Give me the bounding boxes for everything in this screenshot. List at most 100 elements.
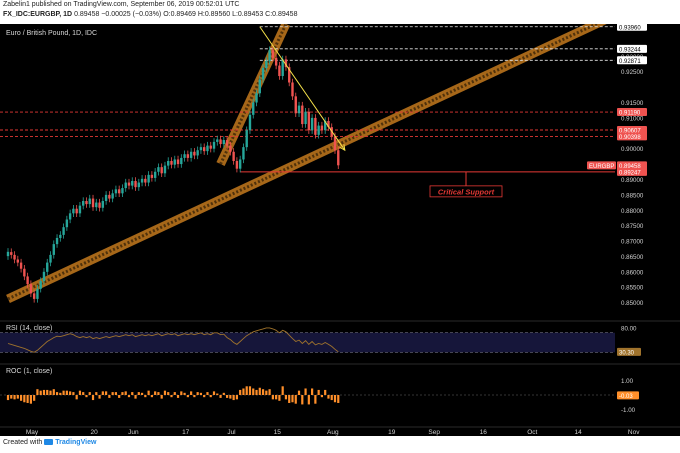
roc-bar — [235, 395, 238, 400]
roc-bar — [216, 393, 219, 395]
footer-created-with: Created with — [3, 439, 43, 446]
candle-body — [144, 178, 147, 183]
roc-bar — [327, 395, 330, 399]
candle-body — [153, 171, 157, 178]
roc-bar — [131, 392, 134, 395]
price-label-tag — [617, 125, 647, 134]
candle-body — [23, 268, 26, 277]
candle-body — [183, 154, 186, 158]
roc-bar — [219, 395, 222, 398]
roc-bar — [29, 395, 32, 404]
candle-body — [294, 96, 297, 114]
price-tick-label: 0.85000 — [621, 300, 644, 307]
trend-channel-hatch — [219, 24, 288, 165]
price-tick-label: 0.91500 — [621, 100, 644, 107]
price-pane[interactable]: Euro / British Pound, 1D, IDC 0.85000 0.85… — [0, 24, 662, 307]
chart-canvas[interactable]: Euro / British Pound, 1D, IDC 0.85000 0.85… — [0, 24, 680, 436]
candle-body — [98, 202, 101, 208]
time-tick-label: Jun — [128, 429, 139, 436]
time-tick-label: May — [26, 429, 39, 436]
candle-body — [147, 174, 150, 183]
time-axis[interactable]: May 20 Jun 17 Jul 15 Aug 19 Sep 16 Oct 14 Nov — [0, 426, 680, 436]
candle-body — [261, 68, 265, 80]
roc-bar — [212, 391, 216, 395]
candle-body — [323, 120, 327, 131]
price-label-tag — [617, 44, 647, 53]
price-label-tag — [617, 167, 647, 176]
candle-body — [268, 50, 271, 61]
roc-bar — [239, 389, 242, 395]
roc-bar — [294, 395, 297, 404]
rsi-line — [7, 327, 339, 353]
roc-bar — [265, 390, 268, 395]
time-tick-label: Sep — [428, 429, 440, 436]
candle-body — [225, 140, 229, 146]
candle-body — [16, 259, 20, 263]
roc-bar — [6, 395, 10, 401]
candle-body — [284, 59, 288, 68]
critical-support-label: Critical Support — [438, 187, 495, 196]
candle-body — [88, 198, 91, 205]
roc-bar — [314, 395, 317, 404]
candle-body — [52, 244, 55, 255]
candle-body — [167, 160, 170, 166]
candle-body — [62, 227, 65, 235]
roc-bar — [278, 395, 281, 401]
roc-bar — [320, 395, 324, 398]
roc-bar — [193, 395, 196, 398]
roc-bar — [225, 395, 229, 398]
time-tick-label: Aug — [327, 429, 339, 436]
time-tick-label: Oct — [527, 429, 537, 436]
price-label-tag — [617, 132, 647, 141]
price-label-tag — [617, 161, 647, 170]
price-pane-title: Euro / British Pound, 1D, IDC — [6, 30, 97, 37]
roc-bar — [23, 395, 26, 403]
roc-bar — [301, 395, 304, 405]
candle-body — [91, 198, 95, 208]
roc-bar — [176, 395, 180, 398]
roc-bar — [111, 392, 114, 395]
price-tick-label: 0.87000 — [621, 239, 644, 246]
price-label-text: 0.93960 — [619, 25, 641, 31]
candle-body — [186, 154, 190, 158]
footer-brand[interactable]: TradingView — [55, 439, 97, 446]
price-label-tag — [617, 56, 647, 65]
price-label-text: 0.92871 — [619, 59, 641, 65]
candle-body — [304, 111, 307, 125]
candle-body — [32, 293, 36, 299]
roc-bar — [39, 390, 42, 395]
roc-bar — [127, 395, 131, 398]
candle-body — [6, 251, 10, 257]
roc-bar — [317, 389, 320, 395]
roc-pane[interactable]: ROC (1, close) 1.00 -1.00 -0.03 — [0, 363, 680, 414]
candle-body — [255, 93, 258, 103]
roc-tick-label: -1.00 — [621, 407, 636, 414]
roc-bar — [242, 388, 245, 395]
candle-body — [157, 167, 160, 172]
price-scale-background — [615, 24, 680, 436]
roc-pane-title: ROC (1, close) — [6, 368, 52, 375]
candle-body — [301, 105, 304, 125]
roc-bar — [229, 395, 232, 399]
price-label-text: 0.89247 — [619, 170, 641, 176]
rsi-tick-label: 80.00 — [621, 325, 637, 332]
candle-body — [258, 79, 261, 94]
roc-bar — [91, 395, 95, 401]
rsi-last-text: 30.30 — [619, 350, 635, 356]
candle-body — [82, 201, 85, 206]
roc-bar — [222, 392, 225, 395]
candle-body — [206, 145, 209, 152]
roc-bar — [232, 395, 235, 401]
roc-bar — [95, 392, 98, 395]
candle-body — [297, 105, 301, 114]
roc-bar — [75, 395, 78, 400]
candle-body — [252, 102, 255, 115]
rsi-pane[interactable]: RSI (14, close) 80.00 30.30 — [0, 320, 680, 356]
candle-body — [65, 219, 69, 228]
roc-bar — [124, 391, 127, 395]
time-tick-label: 20 — [91, 429, 99, 436]
candle-body — [101, 201, 105, 208]
candle-body — [49, 254, 52, 263]
footer: Created with TradingView — [3, 439, 96, 446]
candle-body — [219, 139, 222, 145]
